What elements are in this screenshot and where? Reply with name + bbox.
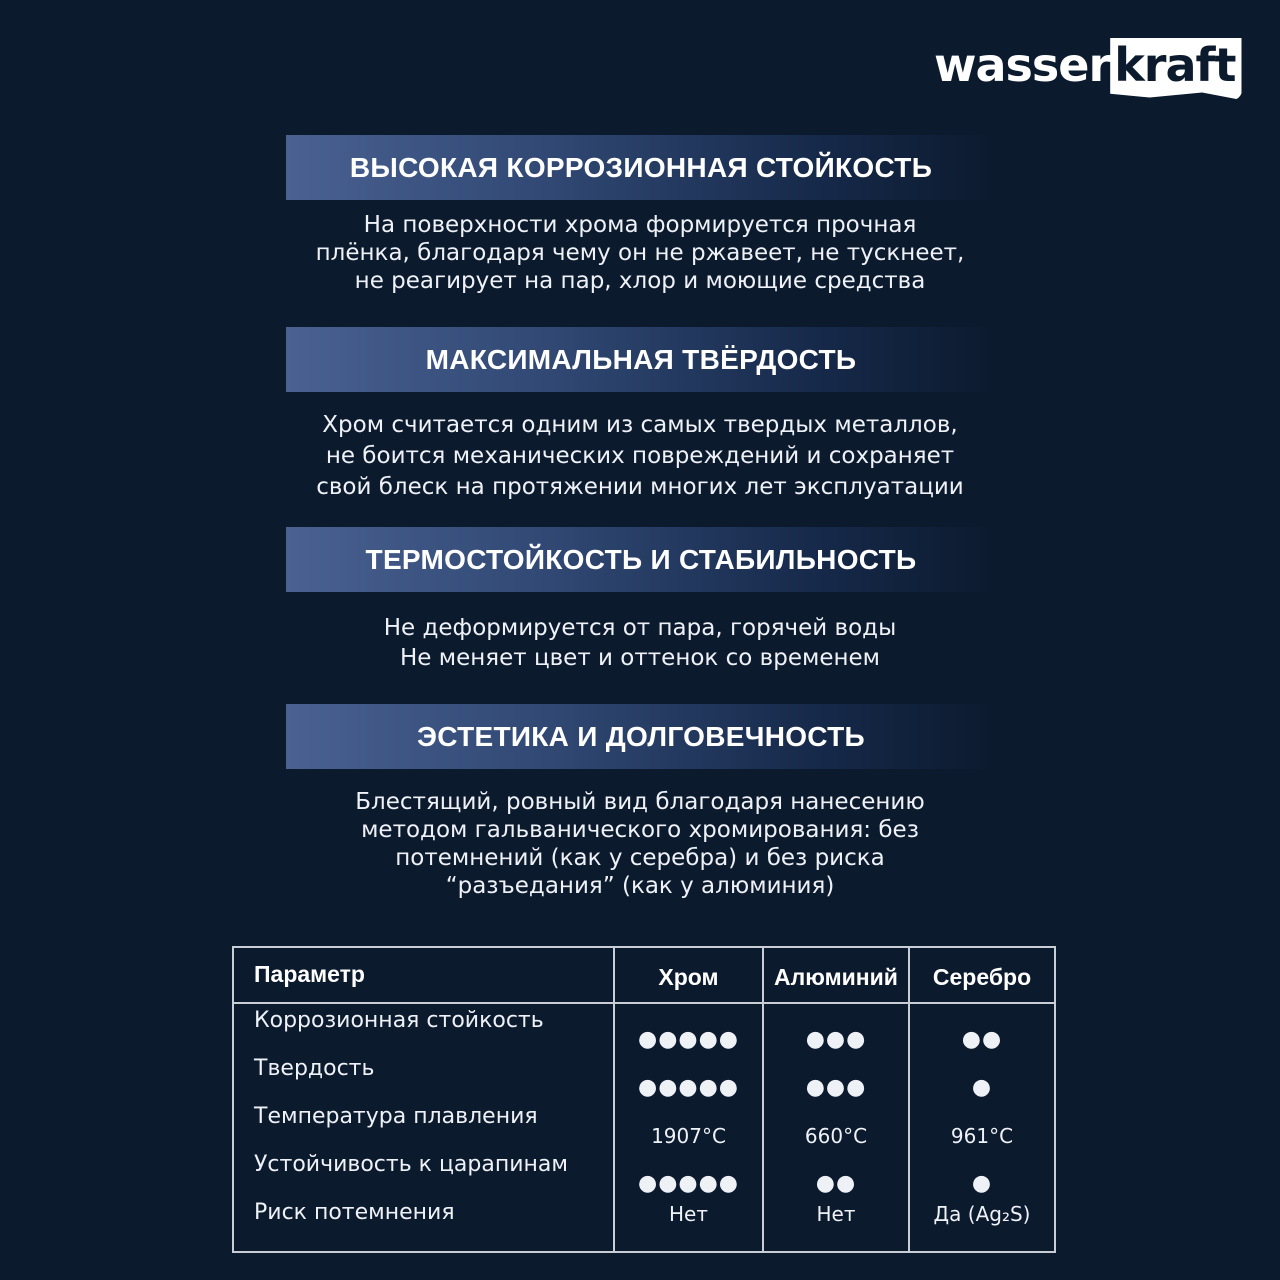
- aluminium-rating: ●●: [762, 1148, 909, 1196]
- desc-line: не реагирует на пар, хлор и моющие средс…: [354, 268, 926, 294]
- logo-text-wasser: wasser: [934, 38, 1111, 92]
- section-title: ЭСТЕТИКА И ДОЛГОВЕЧНОСТЬ: [417, 720, 865, 752]
- section-description-thermal: Не деформируется от пара, горячей воды Н…: [240, 613, 1040, 673]
- section-title: ТЕРМОСТОЙКОСТЬ И СТАБИЛЬНОСТЬ: [365, 543, 917, 575]
- silver-rating: ●: [908, 1148, 1055, 1196]
- section-banner-corrosion: ВЫСОКАЯ КОРРОЗИОННАЯ СТОЙКОСТЬ: [286, 135, 996, 200]
- table-row: Риск потемнения Нет Нет Да (Ag₂S): [233, 1196, 1055, 1252]
- desc-line: Не меняет цвет и оттенок со временем: [399, 645, 881, 671]
- desc-line: потемнений (как у серебра) и без риска: [395, 845, 885, 871]
- desc-line: На поверхности хрома формируется прочная: [363, 212, 917, 238]
- desc-line: плёнка, благодаря чему он не ржавеет, не…: [315, 240, 965, 266]
- param-label: Твердость: [254, 1056, 375, 1081]
- desc-line: свой блеск на протяжении многих лет эксп…: [316, 474, 964, 500]
- section-banner-thermal: ТЕРМОСТОЙКОСТЬ И СТАБИЛЬНОСТЬ: [286, 527, 996, 592]
- silver-rating: ●: [908, 1052, 1055, 1100]
- aluminium-rating: ●●●: [762, 1052, 909, 1100]
- desc-line: методом гальванического хромирования: бе…: [361, 817, 919, 843]
- silver-value: 961°C: [908, 1100, 1055, 1148]
- header-parameter: Параметр: [233, 947, 614, 1004]
- table-row: Температура плавления 1907°C 660°C 961°C: [233, 1100, 1055, 1148]
- aluminium-value: 660°C: [762, 1100, 909, 1148]
- silver-rating: ●●: [908, 1003, 1055, 1052]
- section-banner-hardness: МАКСИМАЛЬНАЯ ТВЁРДОСТЬ: [286, 327, 996, 392]
- param-label: Коррозионная стойкость: [254, 1008, 544, 1033]
- param-label: Температура плавления: [254, 1104, 538, 1129]
- desc-line: не боится механических повреждений и сох…: [325, 443, 955, 469]
- table-row: Твердость ●●●●● ●●● ●: [233, 1052, 1055, 1100]
- chrome-value: 1907°C: [613, 1100, 763, 1148]
- header-chrome: Хром: [613, 947, 763, 1004]
- table-header-row: Параметр Хром Алюминий Серебро: [233, 947, 1055, 1004]
- wasserkraft-logo: wasser kraft: [934, 38, 1242, 102]
- section-title: ВЫСОКАЯ КОРРОЗИОННАЯ СТОЙКОСТЬ: [349, 151, 933, 183]
- aluminium-rating: ●●●: [762, 1003, 909, 1052]
- section-description-aesthetics: Блестящий, ровный вид благодаря нанесени…: [240, 788, 1040, 900]
- desc-line: Хром считается одним из самых твердых ме…: [322, 412, 958, 438]
- desc-line: “разъедания” (как у алюминия): [445, 873, 835, 899]
- chrome-value: Нет: [613, 1196, 763, 1252]
- section-banner-aesthetics: ЭСТЕТИКА И ДОЛГОВЕЧНОСТЬ: [286, 704, 996, 769]
- param-label: Устойчивость к царапинам: [254, 1152, 568, 1177]
- desc-line: Не деформируется от пара, горячей воды: [383, 615, 897, 641]
- section-title: МАКСИМАЛЬНАЯ ТВЁРДОСТЬ: [425, 343, 857, 375]
- aluminium-value: Нет: [762, 1196, 909, 1252]
- logo-text-kraft: kraft: [1110, 38, 1242, 100]
- table-row: Устойчивость к царапинам ●●●●● ●● ●: [233, 1148, 1055, 1196]
- chrome-rating: ●●●●●: [613, 1052, 763, 1100]
- header-silver: Серебро: [908, 947, 1055, 1004]
- table-row: Коррозионная стойкость ●●●●● ●●● ●●: [233, 1003, 1055, 1052]
- desc-line: Блестящий, ровный вид благодаря нанесени…: [355, 789, 925, 815]
- chrome-rating: ●●●●●: [613, 1003, 763, 1052]
- section-description-hardness: Хром считается одним из самых твердых ме…: [240, 410, 1040, 503]
- section-description-corrosion: На поверхности хрома формируется прочная…: [240, 211, 1040, 295]
- comparison-table: Параметр Хром Алюминий Серебро Коррозион…: [232, 946, 1056, 1253]
- header-aluminium: Алюминий: [762, 947, 909, 1004]
- param-label: Риск потемнения: [254, 1200, 455, 1225]
- silver-value: Да (Ag₂S): [908, 1196, 1055, 1252]
- chrome-rating: ●●●●●: [613, 1148, 763, 1196]
